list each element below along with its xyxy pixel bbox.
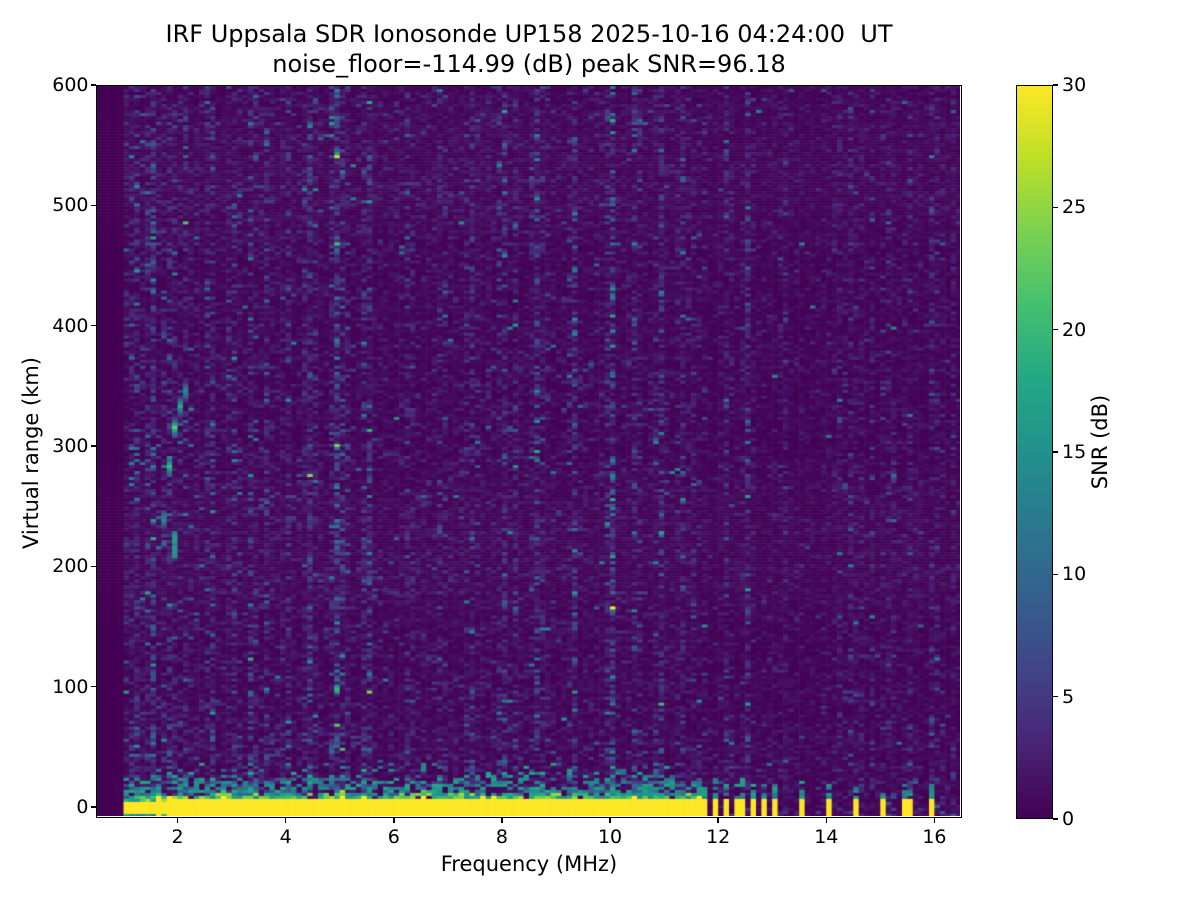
colorbar-tick-mark — [1053, 818, 1058, 820]
colorbar-tick-mark — [1053, 573, 1058, 576]
plot-area — [96, 85, 962, 818]
x-tick-mark — [501, 818, 503, 823]
colorbar-tick-label: 10 — [1062, 563, 1087, 586]
colorbar-tick-label: 30 — [1062, 74, 1087, 96]
y-tick-label: 200 — [52, 555, 89, 578]
colorbar-tick-label: 15 — [1062, 441, 1087, 463]
title-line-1: IRF Uppsala SDR Ionosonde UP158 2025-10-… — [165, 20, 893, 48]
y-tick-label: 0 — [76, 795, 89, 818]
x-tick-mark — [717, 818, 719, 823]
y-tick-mark — [91, 204, 96, 206]
y-tick-mark — [91, 84, 96, 86]
colorbar-tick-mark — [1053, 451, 1058, 453]
x-axis-label: Frequency (MHz) — [440, 852, 618, 876]
colorbar-tick-mark — [1053, 206, 1058, 209]
y-tick-label: 300 — [52, 434, 89, 457]
colorbar-tick-mark — [1053, 84, 1058, 86]
y-tick-mark — [91, 685, 96, 688]
x-tick-mark — [825, 818, 827, 823]
x-tick-label: 14 — [814, 826, 839, 848]
x-tick-mark — [285, 818, 287, 823]
y-tick-label: 400 — [52, 314, 89, 337]
x-tick-label: 4 — [279, 826, 292, 848]
y-tick-mark — [91, 806, 96, 808]
colorbar-tick-label: 5 — [1062, 685, 1075, 708]
colorbar-tick-label: 20 — [1062, 318, 1087, 341]
x-tick-mark — [176, 818, 179, 823]
x-tick-label: 12 — [706, 826, 731, 848]
x-tick-mark — [393, 818, 395, 823]
colorbar-tick-mark — [1053, 695, 1058, 698]
title-line-2: noise_floor=-114.99 (dB) peak SNR=96.18 — [272, 50, 786, 78]
x-tick-mark — [609, 818, 611, 823]
x-tick-label: 10 — [597, 826, 623, 848]
y-tick-label: 600 — [52, 74, 89, 96]
x-tick-label: 6 — [387, 826, 400, 848]
x-tick-label: 8 — [495, 826, 508, 848]
y-tick-label: 500 — [52, 194, 89, 217]
colorbar-tick-label: 0 — [1062, 808, 1075, 830]
x-tick-mark — [933, 818, 936, 823]
y-tick-mark — [91, 445, 96, 447]
y-tick-mark — [91, 565, 96, 567]
y-tick-mark — [91, 324, 96, 327]
heatmap-canvas — [97, 86, 960, 816]
x-tick-label: 2 — [171, 826, 184, 848]
colorbar — [1016, 85, 1053, 819]
colorbar-tick-mark — [1053, 328, 1058, 331]
y-tick-label: 100 — [52, 675, 89, 698]
colorbar-tick-label: 25 — [1062, 196, 1087, 219]
x-tick-label: 16 — [922, 826, 947, 848]
